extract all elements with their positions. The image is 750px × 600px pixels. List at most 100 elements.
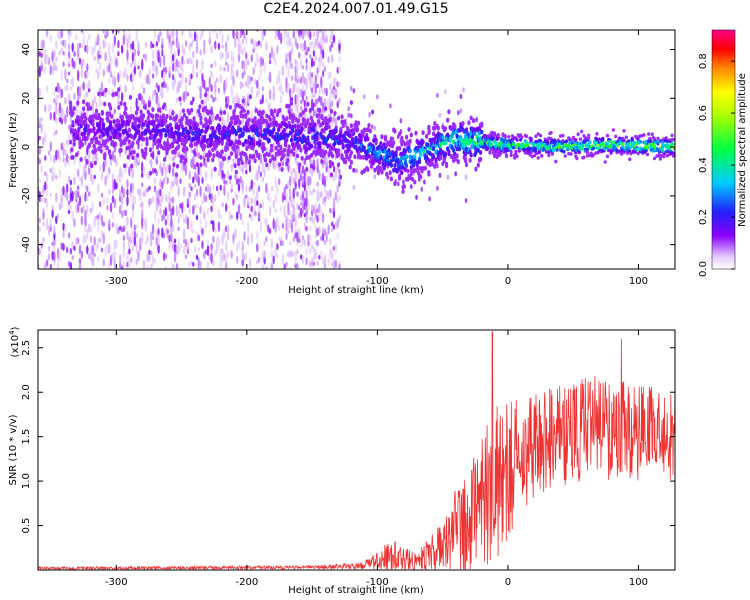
spectrogram-cell (656, 136, 660, 141)
spectrogram-cell (141, 182, 144, 188)
spectrogram-cell (175, 58, 179, 68)
spectrogram-cell (254, 61, 257, 69)
spectrogram-cell (436, 125, 440, 131)
spectrogram-cell (239, 42, 242, 55)
spectrogram-cell (296, 191, 299, 197)
spectrogram-cell (69, 261, 73, 269)
spectrogram-cell (536, 132, 540, 136)
spectrogram-cell (256, 230, 259, 240)
spectrogram-cell (268, 117, 272, 122)
spectrogram-cell (116, 127, 120, 133)
spectrogram-cell (188, 72, 191, 84)
spectrogram-cell (432, 146, 436, 151)
spectrogram-cell (287, 82, 290, 90)
spectrogram-cell (256, 260, 259, 265)
spectrogram-cell (401, 139, 405, 145)
spectrogram-cell (504, 153, 509, 159)
spectrogram-cell (151, 49, 155, 60)
spectrogram-cell (203, 111, 206, 119)
spectrogram-cell (58, 30, 62, 41)
spectrogram-cell (332, 77, 336, 88)
spectrogram-cell (200, 99, 204, 105)
spectrogram-cell (53, 89, 56, 96)
spectrogram-cell (120, 44, 124, 54)
spectrogram-cell (184, 213, 188, 225)
spectrogram-cell (285, 261, 288, 267)
spectrogram-cell (153, 168, 157, 174)
spectrogram-cell (287, 31, 290, 42)
spectrogram-cell (652, 137, 657, 141)
spectrogram-cell (130, 104, 133, 115)
spectrogram-cell (668, 146, 672, 151)
spectrogram-cell (301, 255, 305, 265)
spectrogram-cell (452, 139, 456, 145)
spectrogram-cell (316, 181, 319, 187)
spectrogram-cell (177, 243, 180, 255)
spectrogram-cell (86, 245, 89, 255)
spectrogram-cell (49, 168, 52, 173)
spectrogram-cell (309, 152, 314, 158)
spectrogram-cell (300, 254, 303, 260)
spectrogram-cell (73, 245, 76, 251)
spectrogram-cell (595, 146, 599, 150)
spectrogram-cell (173, 60, 177, 73)
spectrogram-cell (366, 136, 370, 142)
spectrogram-cell (291, 118, 295, 124)
spectrogram-cell (309, 71, 312, 82)
spectrogram-cell (316, 239, 319, 247)
spectrogram-cell (426, 142, 430, 148)
spectrogram-cell (133, 195, 137, 206)
spectrogram-cell (300, 201, 303, 206)
spectrogram-cell (172, 81, 175, 88)
spectrogram-cell (71, 120, 75, 125)
spectrogram-cell (69, 30, 73, 37)
spectrogram-cell (340, 119, 344, 125)
spectrogram-cell (67, 260, 71, 267)
spectrogram-cell (286, 157, 290, 163)
spectrogram-cell (338, 195, 341, 201)
spectrogram-cell (187, 135, 191, 141)
spectrogram-cell (467, 120, 471, 126)
spectrogram-cell (203, 192, 206, 203)
spectrogram-cell (576, 132, 580, 136)
spectrogram-cell (71, 210, 74, 222)
spectrogram-cell (219, 73, 222, 84)
spectrogram-cell (133, 58, 137, 67)
spectrogram-cell (108, 243, 111, 255)
spectrogram-cell (186, 198, 190, 206)
spectrogram-cell (60, 47, 63, 53)
spectrogram-cell (585, 150, 590, 155)
spectrogram-cell (622, 138, 626, 143)
spectrogram-cell (221, 248, 224, 255)
spectrogram-cell (128, 247, 131, 255)
snr-y-ticks: 2.52.01.51.00.5 (21, 340, 675, 534)
spectrogram-cell (177, 81, 180, 93)
spectrogram-cell (402, 184, 406, 189)
spectrogram-cell (131, 210, 135, 219)
spectrogram-cell (116, 123, 120, 129)
spectrogram-cell (184, 83, 188, 90)
spectrogram-cell (575, 156, 579, 161)
spectrogram-cell (315, 113, 319, 119)
spectrogram-cell (177, 70, 180, 78)
spectrogram-cell (328, 163, 332, 169)
spectrogram-cell (60, 30, 63, 38)
spectrogram-cell (423, 148, 427, 154)
spectrogram-cell (240, 160, 244, 166)
spectrogram-cell (247, 74, 250, 83)
spectrogram-cell (151, 223, 155, 236)
spectrogram-cell (436, 163, 439, 169)
spectrogram-cell (38, 87, 41, 98)
spectrogram-cell (155, 204, 158, 212)
spectrogram-cell (290, 62, 294, 70)
spectrogram-cell (325, 100, 328, 106)
spectrogram-cell (276, 160, 279, 168)
spectrogram-cell (219, 161, 222, 172)
spectrogram-cell (464, 198, 468, 204)
spectrogram-cell (192, 116, 196, 121)
spectrogram-cell (195, 254, 199, 261)
spectrogram-cell (91, 177, 95, 186)
spectrogram-cell (254, 40, 257, 52)
spectrogram-cell (82, 106, 86, 112)
spectrogram-cell (272, 50, 275, 62)
